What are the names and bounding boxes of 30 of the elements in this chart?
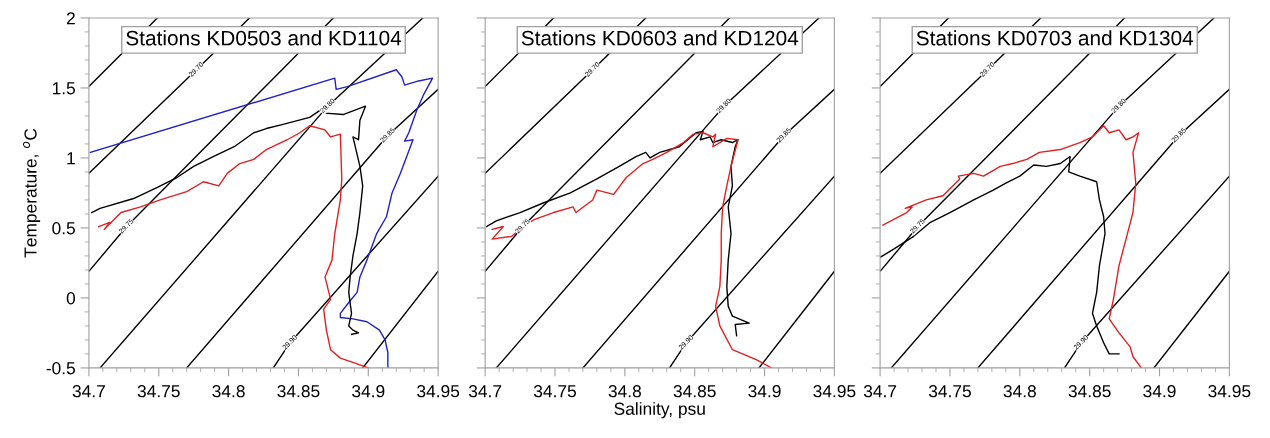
x-tick-label: 34.75 bbox=[137, 385, 180, 398]
x-tick-label: 34.9 bbox=[1143, 385, 1176, 398]
y-tick-label: 2 bbox=[66, 12, 75, 25]
x-tick-label: 34.85 bbox=[1068, 385, 1111, 398]
chart-title: Stations KD0603 and KD1204 bbox=[521, 30, 799, 46]
x-tick-label: 34.8 bbox=[1003, 385, 1036, 398]
x-tick-label: 34.95 bbox=[813, 385, 856, 398]
y-axis-title: Temperature, $^{o}$C bbox=[23, 128, 41, 258]
x-tick-label: 34.95 bbox=[417, 385, 460, 398]
y-tick-label: 0 bbox=[66, 292, 76, 305]
y-tick-label: 1.5 bbox=[52, 82, 75, 95]
x-tick-label: 34.9 bbox=[352, 385, 385, 398]
x-axis-title: Salinity, psu bbox=[614, 402, 705, 419]
chart-title: Stations KD0503 and KD1104 bbox=[126, 30, 402, 46]
y-tick-label: -0.5 bbox=[46, 362, 75, 375]
y-tick-label: 1 bbox=[67, 152, 75, 165]
x-tick-label: 34.95 bbox=[1208, 385, 1251, 398]
x-tick-label: 34.7 bbox=[863, 385, 897, 398]
y-tick-label: 0.5 bbox=[52, 222, 75, 235]
chart-title: Stations KD0703 and KD1304 bbox=[916, 30, 1194, 46]
x-tick-label: 34.8 bbox=[608, 385, 641, 398]
x-tick-label: 34.7 bbox=[468, 385, 502, 398]
x-tick-label: 34.85 bbox=[673, 385, 716, 398]
line-series bbox=[97, 125, 369, 368]
x-tick-label: 34.85 bbox=[277, 385, 320, 398]
x-tick-label: 34.75 bbox=[928, 385, 971, 398]
x-tick-label: 34.7 bbox=[72, 385, 105, 398]
x-tick-label: 34.75 bbox=[533, 385, 576, 398]
x-tick-label: 34.8 bbox=[212, 385, 245, 398]
x-tick-label: 34.9 bbox=[748, 385, 781, 398]
